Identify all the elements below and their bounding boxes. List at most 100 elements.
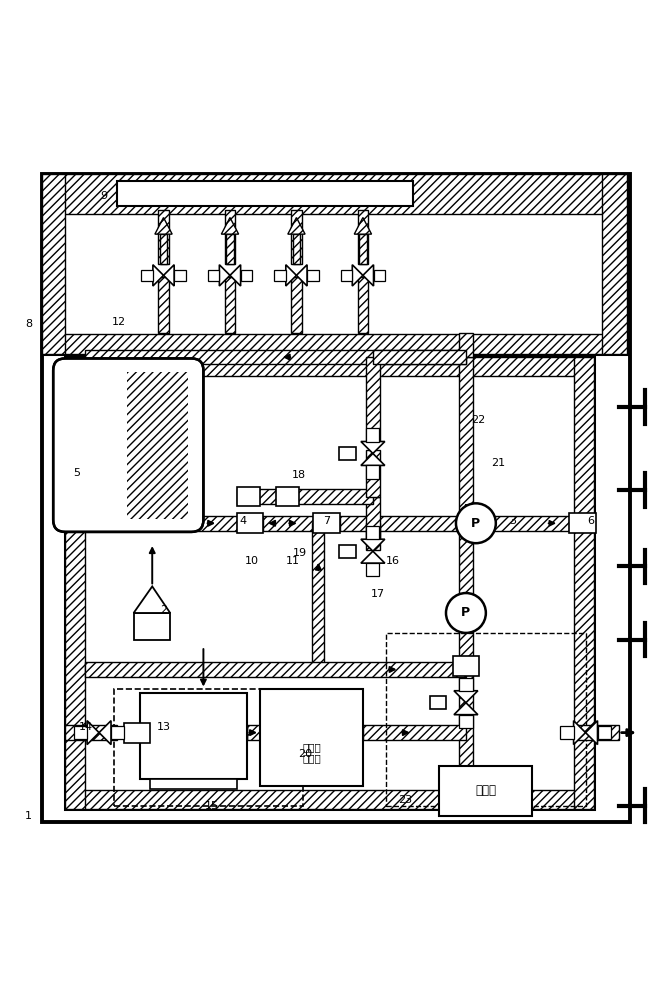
Text: 17: 17 — [371, 589, 385, 599]
Bar — [85, 662, 466, 677]
Bar — [151, 779, 236, 789]
Polygon shape — [361, 442, 385, 453]
Polygon shape — [87, 721, 99, 745]
Bar — [42, 174, 627, 354]
Bar — [366, 497, 380, 540]
Bar — [141, 693, 246, 779]
Bar — [386, 633, 585, 806]
Text: 21: 21 — [491, 458, 505, 468]
Polygon shape — [164, 265, 174, 286]
Polygon shape — [363, 265, 374, 286]
Bar — [174, 270, 186, 281]
Bar — [597, 726, 611, 739]
Polygon shape — [230, 265, 240, 286]
Bar — [65, 357, 593, 376]
Bar — [366, 465, 380, 479]
Text: 臭氧水
分解器: 臭氧水 分解器 — [302, 742, 321, 763]
Bar — [430, 696, 446, 709]
Bar — [366, 450, 380, 497]
Polygon shape — [286, 265, 296, 286]
Bar — [117, 181, 413, 206]
Polygon shape — [361, 453, 385, 465]
Bar — [293, 234, 300, 264]
Polygon shape — [221, 218, 238, 234]
Bar — [236, 513, 263, 533]
Bar — [42, 174, 65, 354]
Polygon shape — [361, 539, 385, 551]
Bar — [366, 563, 380, 576]
Polygon shape — [296, 265, 307, 286]
Text: 18: 18 — [292, 470, 306, 480]
Text: 11: 11 — [286, 556, 300, 566]
Text: 14: 14 — [79, 722, 93, 732]
Polygon shape — [454, 691, 478, 703]
Bar — [240, 270, 252, 281]
Bar — [111, 726, 124, 739]
Bar — [208, 270, 219, 281]
Bar — [65, 357, 85, 809]
Circle shape — [446, 593, 486, 633]
Bar — [186, 516, 236, 531]
Text: 23: 23 — [398, 795, 412, 805]
Bar — [276, 487, 300, 506]
Polygon shape — [454, 703, 478, 715]
Bar — [159, 277, 169, 333]
Bar — [291, 277, 302, 333]
Bar — [573, 725, 619, 740]
Text: 1: 1 — [25, 811, 32, 821]
Bar — [339, 545, 356, 558]
Bar — [339, 447, 356, 460]
Bar — [602, 174, 627, 354]
Bar — [291, 210, 302, 264]
Bar — [125, 723, 150, 743]
Bar — [237, 487, 260, 506]
Bar — [263, 516, 313, 531]
Bar — [459, 357, 474, 789]
Bar — [42, 174, 630, 822]
Text: 9: 9 — [100, 191, 107, 201]
Text: P: P — [472, 517, 480, 530]
Bar — [226, 234, 234, 264]
Bar — [42, 334, 627, 354]
Polygon shape — [288, 218, 305, 234]
Bar — [569, 513, 595, 533]
Bar — [573, 357, 593, 809]
Polygon shape — [354, 218, 372, 234]
Bar — [358, 210, 368, 264]
Text: P: P — [462, 606, 470, 619]
Bar — [340, 270, 352, 281]
Text: 16: 16 — [386, 556, 400, 566]
Bar — [224, 277, 235, 333]
Bar — [363, 725, 466, 740]
Polygon shape — [585, 721, 597, 745]
Bar — [307, 270, 319, 281]
Bar — [359, 234, 366, 264]
Bar — [366, 428, 380, 442]
Bar — [366, 357, 380, 442]
Polygon shape — [155, 218, 172, 234]
Bar — [65, 790, 593, 809]
Polygon shape — [573, 721, 585, 745]
Bar — [42, 174, 627, 214]
Bar — [366, 523, 380, 550]
Bar — [224, 210, 235, 264]
Text: 7: 7 — [323, 516, 330, 526]
Polygon shape — [219, 265, 230, 286]
FancyBboxPatch shape — [53, 358, 203, 532]
Text: 3: 3 — [509, 516, 516, 526]
Text: 2: 2 — [160, 605, 167, 615]
Polygon shape — [99, 721, 111, 745]
Bar — [373, 350, 466, 364]
Bar — [65, 357, 593, 809]
Bar — [459, 333, 474, 357]
Text: 6: 6 — [587, 516, 594, 526]
Bar — [454, 656, 479, 676]
Bar — [340, 516, 466, 531]
Text: 22: 22 — [471, 415, 485, 425]
Text: 4: 4 — [240, 516, 247, 526]
Text: 控制部: 控制部 — [476, 784, 496, 797]
Bar — [486, 516, 573, 531]
Bar — [134, 613, 170, 640]
Bar — [274, 270, 286, 281]
Text: 12: 12 — [112, 317, 126, 327]
